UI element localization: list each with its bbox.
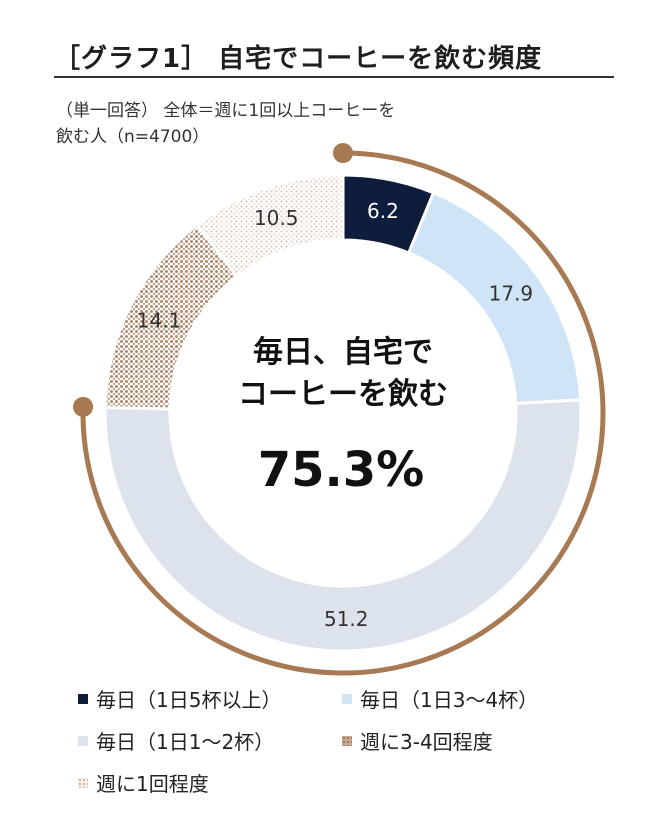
slice-value-label: 51.2 — [324, 607, 369, 631]
slice-value-label: 10.5 — [254, 206, 299, 230]
legend-item-1to2: 毎日（1日1〜2杯） — [78, 726, 274, 755]
legend-label: 毎日（1日5杯以上） — [96, 688, 282, 712]
legend-item-1-weekly: 週に1回程度 — [78, 768, 209, 797]
slice-value-label: 6.2 — [367, 199, 399, 223]
center-total-value: 75.3% — [258, 442, 425, 498]
legend-swatch-icon — [78, 777, 88, 788]
highlight-arc-end-dot — [73, 396, 94, 417]
title-underline — [54, 76, 614, 78]
chart-subtitle: （単一回答） 全体＝週に1回以上コーヒーを 飲む人（n=4700） — [56, 98, 556, 150]
legend-item-5plus: 毎日（1日5杯以上） — [78, 684, 281, 713]
subtitle-line-2: 飲む人（n=4700） — [56, 127, 210, 147]
legend-swatch-icon — [342, 735, 352, 746]
chart-title: ［グラフ1］ 自宅でコーヒーを飲む頻度 — [54, 44, 543, 74]
legend-label: 週に1回程度 — [96, 772, 209, 796]
legend-label: 毎日（1日3〜4杯） — [360, 688, 539, 712]
legend-swatch-icon — [342, 693, 352, 704]
daily-highlight-arc — [73, 143, 606, 676]
center-text-line-1: 毎日、自宅で — [253, 335, 433, 370]
subtitle-line-1: （単一回答） 全体＝週に1回以上コーヒーを — [56, 101, 396, 121]
legend-item-3to4-weekly: 週に3-4回程度 — [342, 726, 493, 755]
slice-value-label: 14.1 — [137, 308, 182, 332]
legend-label: 週に3-4回程度 — [360, 730, 493, 754]
legend-swatch-icon — [78, 693, 88, 704]
slice-weekly-1 — [194, 173, 345, 279]
donut-slice-labels: 6.2 17.9 51.2 14.1 10.5 — [137, 199, 533, 631]
highlight-arc-line — [80, 150, 606, 676]
highlight-arc-start-dot — [333, 143, 353, 163]
center-text-line-2: コーヒーを飲む — [238, 377, 448, 412]
slice-value-label: 17.9 — [489, 282, 534, 306]
legend-label: 毎日（1日1〜2杯） — [96, 730, 275, 754]
legend-item-3to4: 毎日（1日3〜4杯） — [342, 684, 538, 713]
legend-swatch-icon — [78, 735, 88, 746]
donut-slices — [103, 173, 583, 653]
slice-1to2 — [103, 398, 583, 653]
